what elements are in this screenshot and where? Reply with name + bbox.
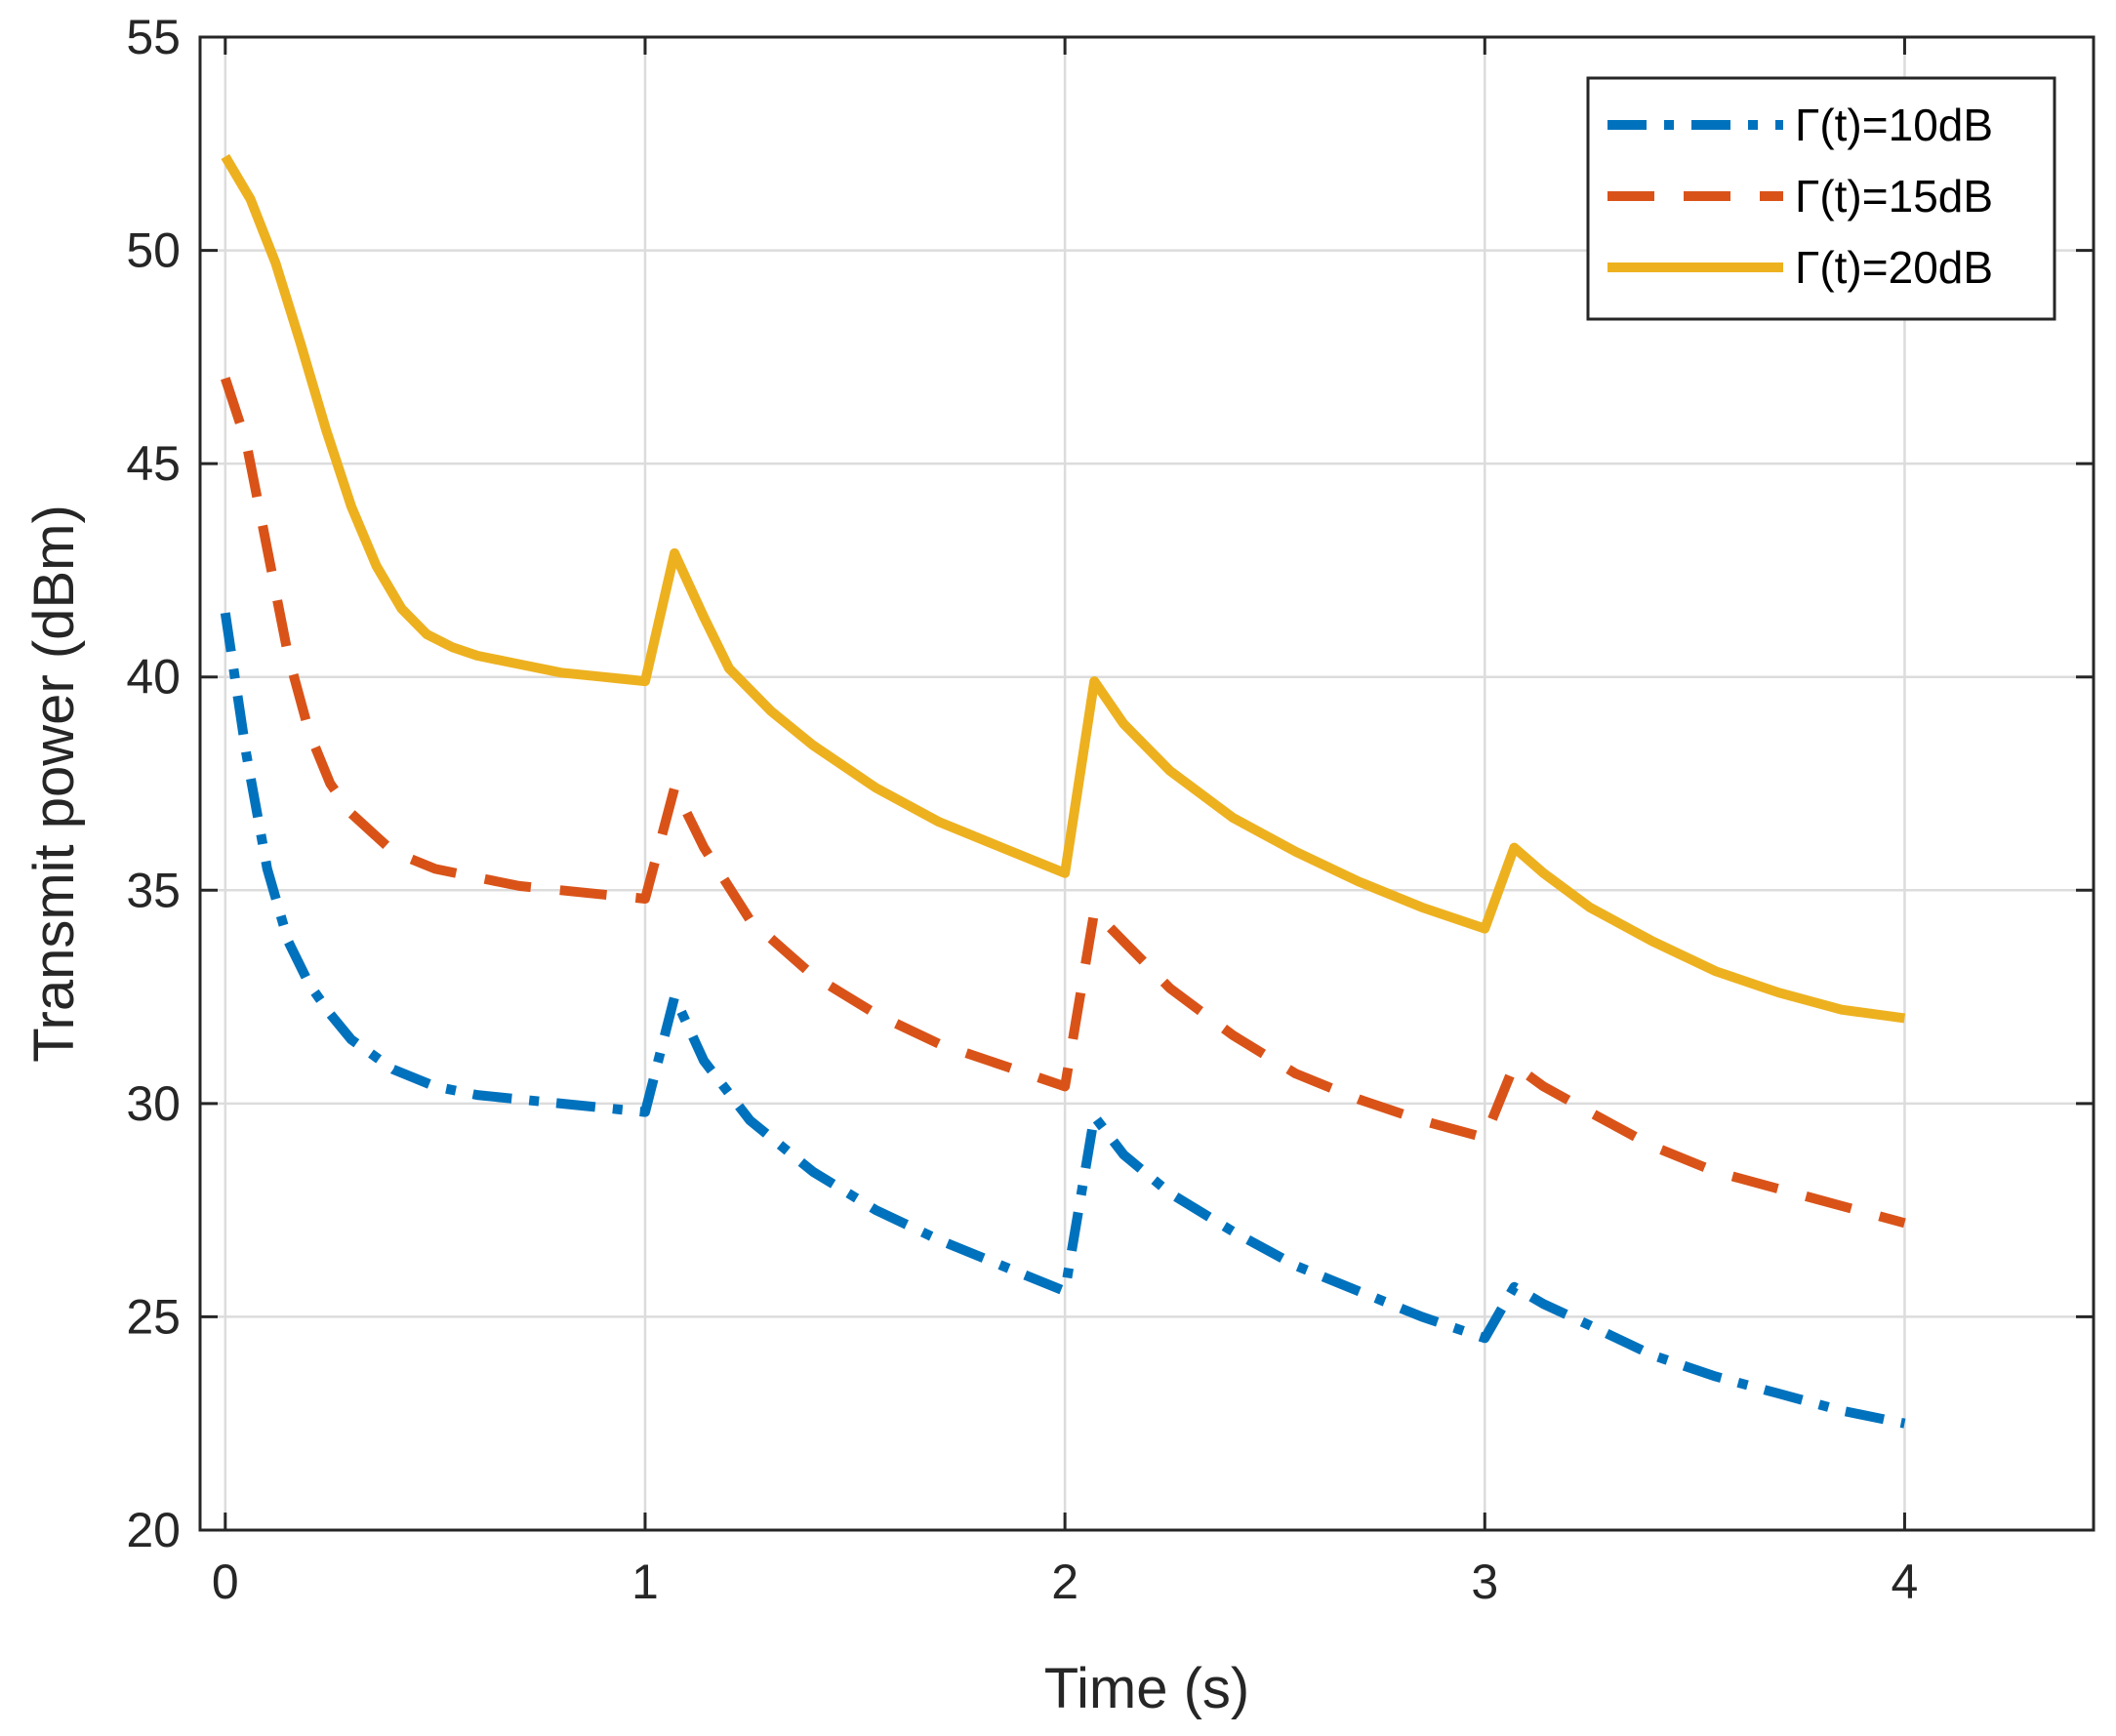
y-tick-label: 35: [126, 863, 181, 917]
y-tick-label: 50: [126, 223, 181, 278]
x-axis-label: Time (s): [1044, 1657, 1249, 1720]
x-tick-label: 1: [631, 1554, 659, 1609]
x-tick-label: 2: [1051, 1554, 1078, 1609]
series-line-2: [221, 377, 1906, 1229]
x-tick-label: 0: [212, 1554, 239, 1609]
legend-label-3: Γ(t)=20dB: [1795, 242, 1993, 293]
x-tick-label: 4: [1892, 1554, 1919, 1609]
legend-label-1: Γ(t)=10dB: [1795, 100, 1993, 150]
y-tick-label: 40: [126, 650, 181, 705]
y-tick-label: 30: [126, 1076, 181, 1131]
legend-box: [1586, 76, 2056, 321]
y-tick-label: 20: [126, 1503, 181, 1557]
series-layer: [220, 153, 1906, 1429]
legend-label-2: Γ(t)=15dB: [1795, 171, 1993, 222]
plot-frame: [198, 35, 2096, 1532]
legend: Γ(t)=10dB Γ(t)=15dB Γ(t)=20dB: [1586, 76, 2056, 321]
y-tick-label: 25: [126, 1289, 181, 1344]
tick-labels: 0 1 2 3 4 20 25 30 35 40 45 50 55: [126, 10, 1918, 1609]
grid-lines: [200, 35, 2094, 1532]
y-tick-label: 55: [126, 10, 181, 64]
series-line-3: [221, 153, 1906, 1024]
y-tick-label: 45: [126, 436, 181, 491]
axis-ticks: [200, 35, 2094, 1532]
series-line-1: [220, 612, 1906, 1429]
y-axis-label: Transmit power (dBm): [22, 505, 86, 1063]
x-tick-label: 3: [1471, 1554, 1498, 1609]
